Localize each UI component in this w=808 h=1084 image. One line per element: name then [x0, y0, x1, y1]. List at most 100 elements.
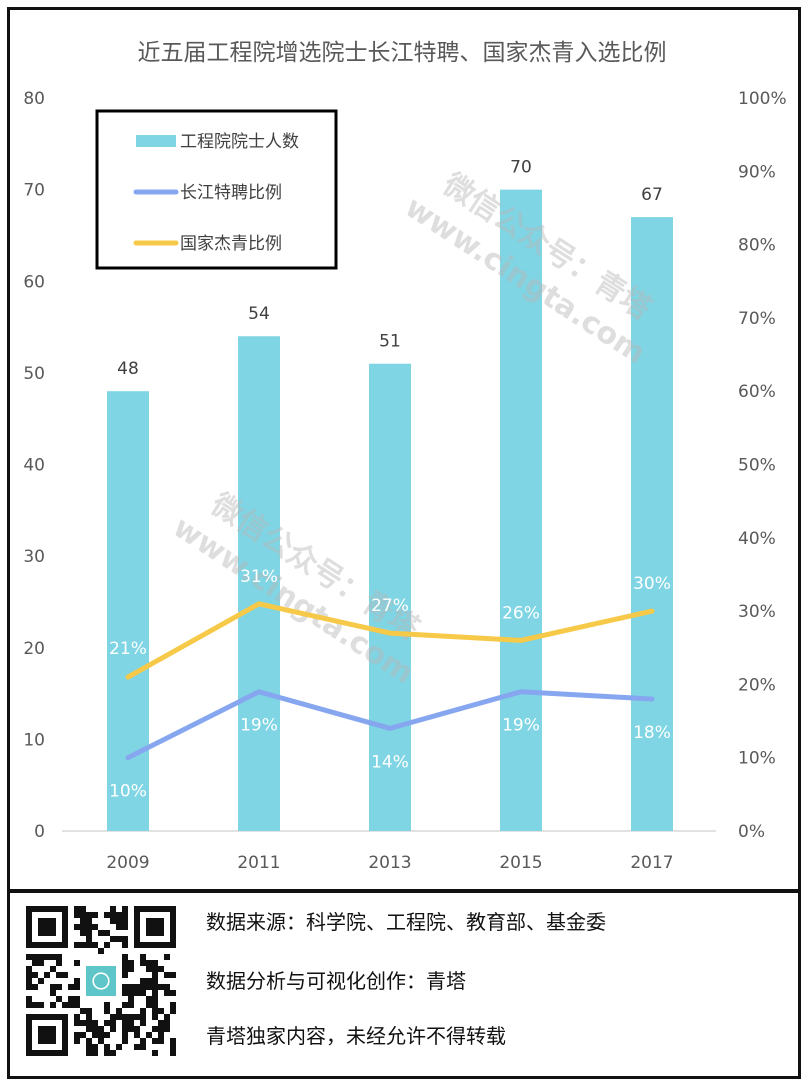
qr-module [122, 972, 128, 978]
qr-module [110, 936, 116, 942]
right-axis-ticks: 0% 10% 20% 30% 40% 50% 60% 70% 80% 90% 100% [738, 89, 787, 842]
qr-module [152, 996, 158, 1002]
qr-module [146, 960, 152, 966]
qr-module [110, 918, 116, 924]
line-point-label: 26% [502, 603, 540, 623]
qr-module [128, 1014, 134, 1020]
right-tick-label: 100% [738, 89, 787, 109]
footer-copyright: 青塔独家内容，未经允许不得转载 [206, 1024, 506, 1048]
line-point-label: 19% [240, 716, 278, 736]
qr-module [110, 912, 116, 918]
left-tick-label: 30 [23, 547, 45, 567]
qr-module [164, 1026, 170, 1032]
qr-module [116, 912, 122, 918]
qr-module [122, 912, 128, 918]
qr-module [56, 960, 62, 966]
qr-module [86, 1044, 92, 1050]
qr-module [152, 966, 158, 972]
qr-module [38, 960, 44, 966]
right-tick-label: 30% [738, 602, 776, 622]
qr-finder-inner [38, 918, 56, 936]
qr-module [50, 954, 56, 960]
qr-module [122, 924, 128, 930]
series-line [125, 689, 655, 761]
line-point-label: 27% [371, 596, 409, 616]
qr-module [152, 978, 158, 984]
qr-module [26, 966, 32, 972]
qr-module [104, 1050, 110, 1056]
qr-module [170, 1050, 176, 1056]
qr-module [122, 1014, 128, 1020]
qr-module [122, 1038, 128, 1044]
qr-module [92, 1026, 98, 1032]
qr-module [134, 984, 140, 990]
qr-module [116, 1008, 122, 1014]
qr-module [152, 972, 158, 978]
bar-value-label: 70 [510, 158, 532, 178]
qr-module [86, 924, 92, 930]
qr-module [50, 990, 56, 996]
qr-module [68, 984, 74, 990]
right-tick-label: 70% [738, 309, 776, 329]
legend-label: 工程院院士人数 [180, 132, 299, 152]
bar [500, 189, 542, 831]
qr-module [152, 1026, 158, 1032]
qr-module [32, 1002, 38, 1008]
qr-module [80, 906, 86, 912]
qr-module [122, 942, 128, 948]
qr-module [128, 1020, 134, 1026]
qr-module [92, 912, 98, 918]
qr-module [140, 1008, 146, 1014]
qr-module [92, 1044, 98, 1050]
qr-module [104, 930, 110, 936]
line-series: 10% 19% 14% 19% 18% 21% 31% 27% 26% 30% [109, 567, 671, 802]
legend-swatch-bar [136, 135, 176, 147]
qr-module [152, 990, 158, 996]
qr-module [80, 1032, 86, 1038]
qr-module [140, 1020, 146, 1026]
qr-module [128, 1002, 134, 1008]
qr-module [38, 978, 44, 984]
bar-value-label: 48 [117, 359, 139, 379]
qr-module [164, 954, 170, 960]
qr-module [170, 1002, 176, 1008]
qr-module [164, 984, 170, 990]
qr-module [38, 1002, 44, 1008]
qr-module [122, 936, 128, 942]
qr-module [92, 924, 98, 930]
qr-module [116, 1044, 122, 1050]
qr-module [110, 1014, 116, 1020]
qr-module [80, 930, 86, 936]
qr-module [26, 984, 32, 990]
qr-module [122, 906, 128, 912]
qr-module [164, 972, 170, 978]
qr-module [128, 966, 134, 972]
qr-logo [86, 966, 116, 996]
qr-module [74, 1002, 80, 1008]
line-point-label: 31% [240, 567, 278, 587]
qr-module [158, 1026, 164, 1032]
qr-module [170, 990, 176, 996]
qr-module [74, 978, 80, 984]
bar-value-label: 67 [641, 185, 663, 205]
qr-module [74, 906, 80, 912]
qr-module [122, 1002, 128, 1008]
line-point-label: 18% [633, 723, 671, 743]
qr-module [122, 984, 128, 990]
qr-module [92, 1032, 98, 1038]
qr-module [92, 1020, 98, 1026]
right-tick-label: 80% [738, 236, 776, 256]
right-tick-label: 40% [738, 529, 776, 549]
qr-module [158, 1038, 164, 1044]
qr-module [158, 1020, 164, 1026]
qr-module [80, 1008, 86, 1014]
qr-module [164, 1020, 170, 1026]
line-point-label: 30% [633, 574, 671, 594]
qr-module [110, 906, 116, 912]
qr-module [134, 1014, 140, 1020]
qr-module [158, 984, 164, 990]
qr-module [134, 1032, 140, 1038]
qr-module [80, 942, 86, 948]
bar-value-label: 51 [379, 332, 401, 352]
qr-module [122, 1020, 128, 1026]
